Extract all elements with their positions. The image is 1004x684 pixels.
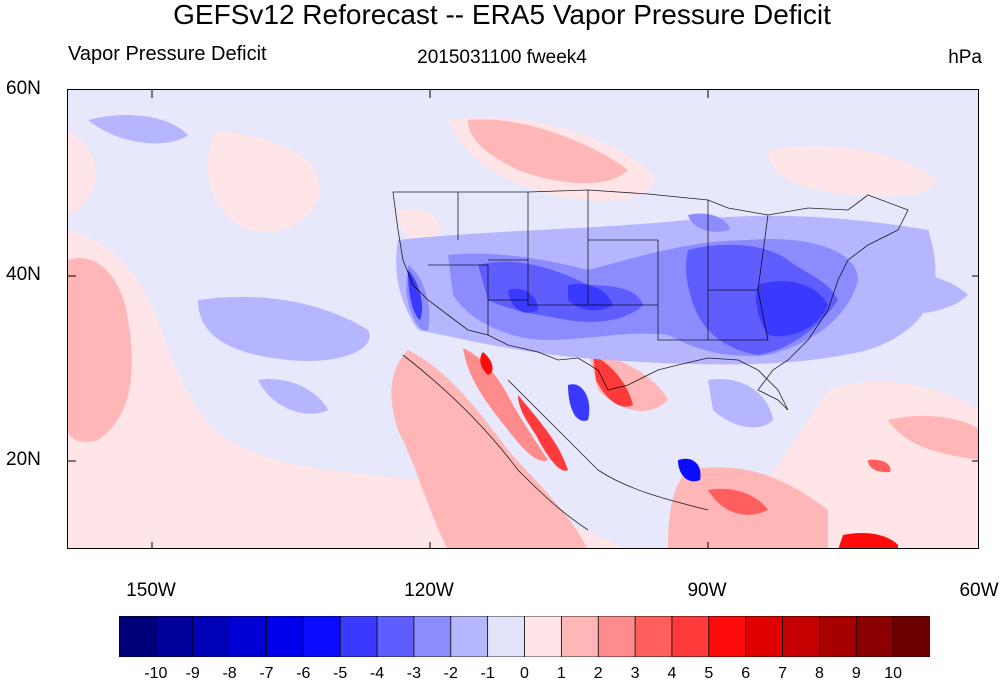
- colorbar-swatch: [155, 616, 194, 657]
- colorbar-tick-label: 10: [884, 665, 903, 682]
- colorbar-tick-label: -10: [144, 665, 168, 682]
- colorbar-swatch: [119, 616, 157, 657]
- map-title: GEFSv12 Reforecast -- ERA5 Vapor Pressur…: [173, 0, 831, 30]
- colorbar-swatch: [266, 616, 305, 657]
- colorbar: [119, 616, 930, 657]
- colorbar-swatch: [524, 616, 563, 657]
- colorbar-swatch: [597, 616, 636, 657]
- colorbar-swatch: [376, 616, 415, 657]
- lon-label-150w: 150W: [126, 580, 176, 601]
- units-label: hPa: [948, 47, 982, 68]
- colorbar-tick-label: -1: [480, 665, 495, 682]
- lon-label-120w: 120W: [404, 580, 454, 601]
- colorbar-tick-label: 5: [704, 665, 714, 682]
- colorbar-tick-label: 7: [778, 665, 787, 682]
- colorbar-swatch: [339, 616, 378, 657]
- colorbar-swatch: [782, 616, 821, 657]
- colorbar-swatch: [892, 616, 930, 657]
- lat-label-20n: 20N: [6, 449, 41, 470]
- colorbar-swatch: [745, 616, 784, 657]
- colorbar-tick-label: -2: [443, 665, 458, 682]
- colorbar-swatch: [560, 616, 599, 657]
- colorbar-swatch: [413, 616, 452, 657]
- colorbar-tick-label: -7: [259, 665, 274, 682]
- colorbar-tick-label: 2: [593, 665, 603, 682]
- colorbar-swatch: [450, 616, 489, 657]
- colorbar-tick-label: -5: [333, 665, 348, 682]
- colorbar-swatch: [192, 616, 231, 657]
- colorbar-swatch: [819, 616, 857, 657]
- lon-label-60w: 60W: [959, 580, 999, 601]
- lat-label-60n: 60N: [6, 78, 41, 99]
- colorbar-tick-label: 9: [851, 665, 861, 682]
- lat-label-40n: 40N: [6, 264, 41, 285]
- map-plot-area: [67, 89, 979, 549]
- colorbar-tick-label: -3: [406, 665, 422, 682]
- colorbar-swatch: [855, 616, 894, 657]
- colorbar-swatch: [671, 616, 710, 657]
- colorbar-swatch: [229, 616, 268, 657]
- colorbar-swatch: [708, 616, 747, 657]
- colorbar-tick-label: -4: [369, 665, 385, 682]
- colorbar-tick-label: 1: [556, 665, 566, 682]
- colorbar-swatch: [487, 616, 526, 657]
- colorbar-tick-label: 6: [741, 665, 751, 682]
- colorbar-tick-label: 4: [667, 665, 677, 682]
- colorbar-tick-label: -8: [222, 665, 237, 682]
- vpd-field: [68, 90, 978, 548]
- colorbar-tick-label: -9: [185, 665, 200, 682]
- colorbar-tick-label: 3: [630, 665, 640, 682]
- forecast-time-label: 2015031100 fweek4: [417, 47, 587, 68]
- colorbar-swatch: [302, 616, 341, 657]
- colorbar-swatch: [634, 616, 673, 657]
- colorbar-tick-label: -6: [296, 665, 311, 682]
- lon-label-90w: 90W: [687, 580, 727, 601]
- colorbar-tick-label: 0: [520, 665, 529, 682]
- colorbar-tick-label: 8: [814, 665, 824, 682]
- variable-label: Vapor Pressure Deficit: [68, 43, 267, 65]
